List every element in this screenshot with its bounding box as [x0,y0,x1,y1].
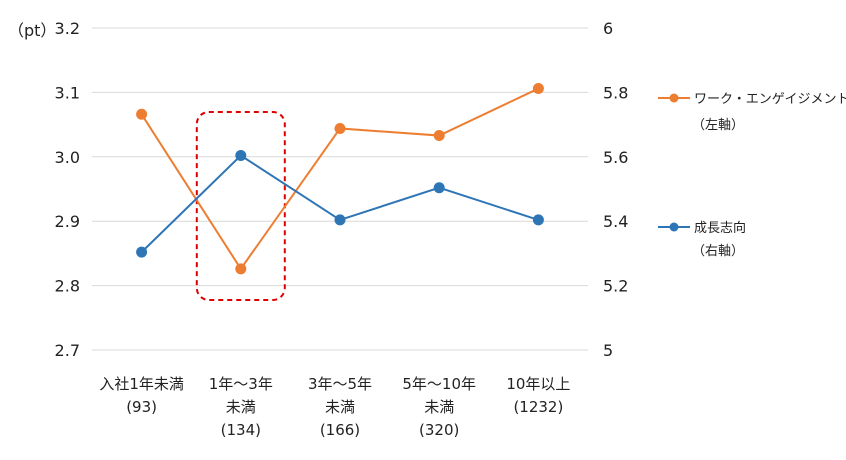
category-label: (134) [221,421,261,439]
right-tick-label: 5.6 [603,148,628,167]
left-tick-label: 2.9 [55,212,80,231]
category-label: (93) [126,398,157,416]
category-label: 未満 [325,398,355,416]
data-point-0 [433,130,445,142]
category-label: (166) [320,421,360,439]
data-point-1 [136,246,148,258]
legend-marker-work-engagement [669,93,679,103]
legend-marker-growth-orientation [669,222,679,232]
left-tick-label: 3.1 [55,83,80,102]
category-label: 入社1年未満 [99,375,184,393]
legend-note-left-axis: （左軸） [692,118,744,133]
category-label: (1232) [513,398,563,416]
left-tick-label: 3.2 [55,19,80,38]
right-tick-label: 5.8 [603,83,628,102]
left-tick-label: 2.8 [55,277,80,296]
data-point-0 [334,122,346,134]
data-point-0 [532,83,544,95]
data-point-1 [235,150,247,162]
axis-labels: （pt） 2.7 5 2.8 5.2 2.9 5.4 3.0 5.6 3.1 5.8 3.2 6 [8,19,628,360]
right-tick-label: 5.2 [603,277,628,296]
data-point-1 [433,182,445,194]
data-point-1 [532,214,544,226]
legend: ワーク・エンゲイジメント （左軸） 成長志向 （右軸） [658,92,846,259]
legend-note-right-axis: （右軸） [692,244,744,259]
series-line-1 [140,154,539,253]
legend-item-growth-orientation[interactable]: 成長志向 （右軸） [658,220,746,259]
category-label: 10年以上 [506,375,570,393]
category-label: 1年～3年 [209,375,273,393]
category-label: 未満 [226,398,256,416]
left-tick-label: 3.0 [55,148,80,167]
category-label: 未満 [424,398,454,416]
legend-label-work-engagement: ワーク・エンゲイジメント [694,92,846,107]
category-label: (320) [419,421,459,439]
gridlines [92,27,588,351]
unit-label: （pt） [8,21,56,40]
right-tick-label: 5.4 [603,212,628,231]
data-point-0 [136,108,148,120]
category-label: 5年～10年 [402,375,476,393]
right-tick-label: 5 [603,341,613,360]
legend-label-growth-orientation: 成長志向 [694,220,746,236]
left-tick-label: 2.7 [55,341,80,360]
data-point-0 [235,263,247,275]
data-point-1 [334,214,346,226]
right-tick-label: 6 [603,19,613,38]
series-lines [136,83,544,275]
category-label: 3年～5年 [308,375,372,393]
legend-item-work-engagement[interactable]: ワーク・エンゲイジメント （左軸） [658,92,846,133]
